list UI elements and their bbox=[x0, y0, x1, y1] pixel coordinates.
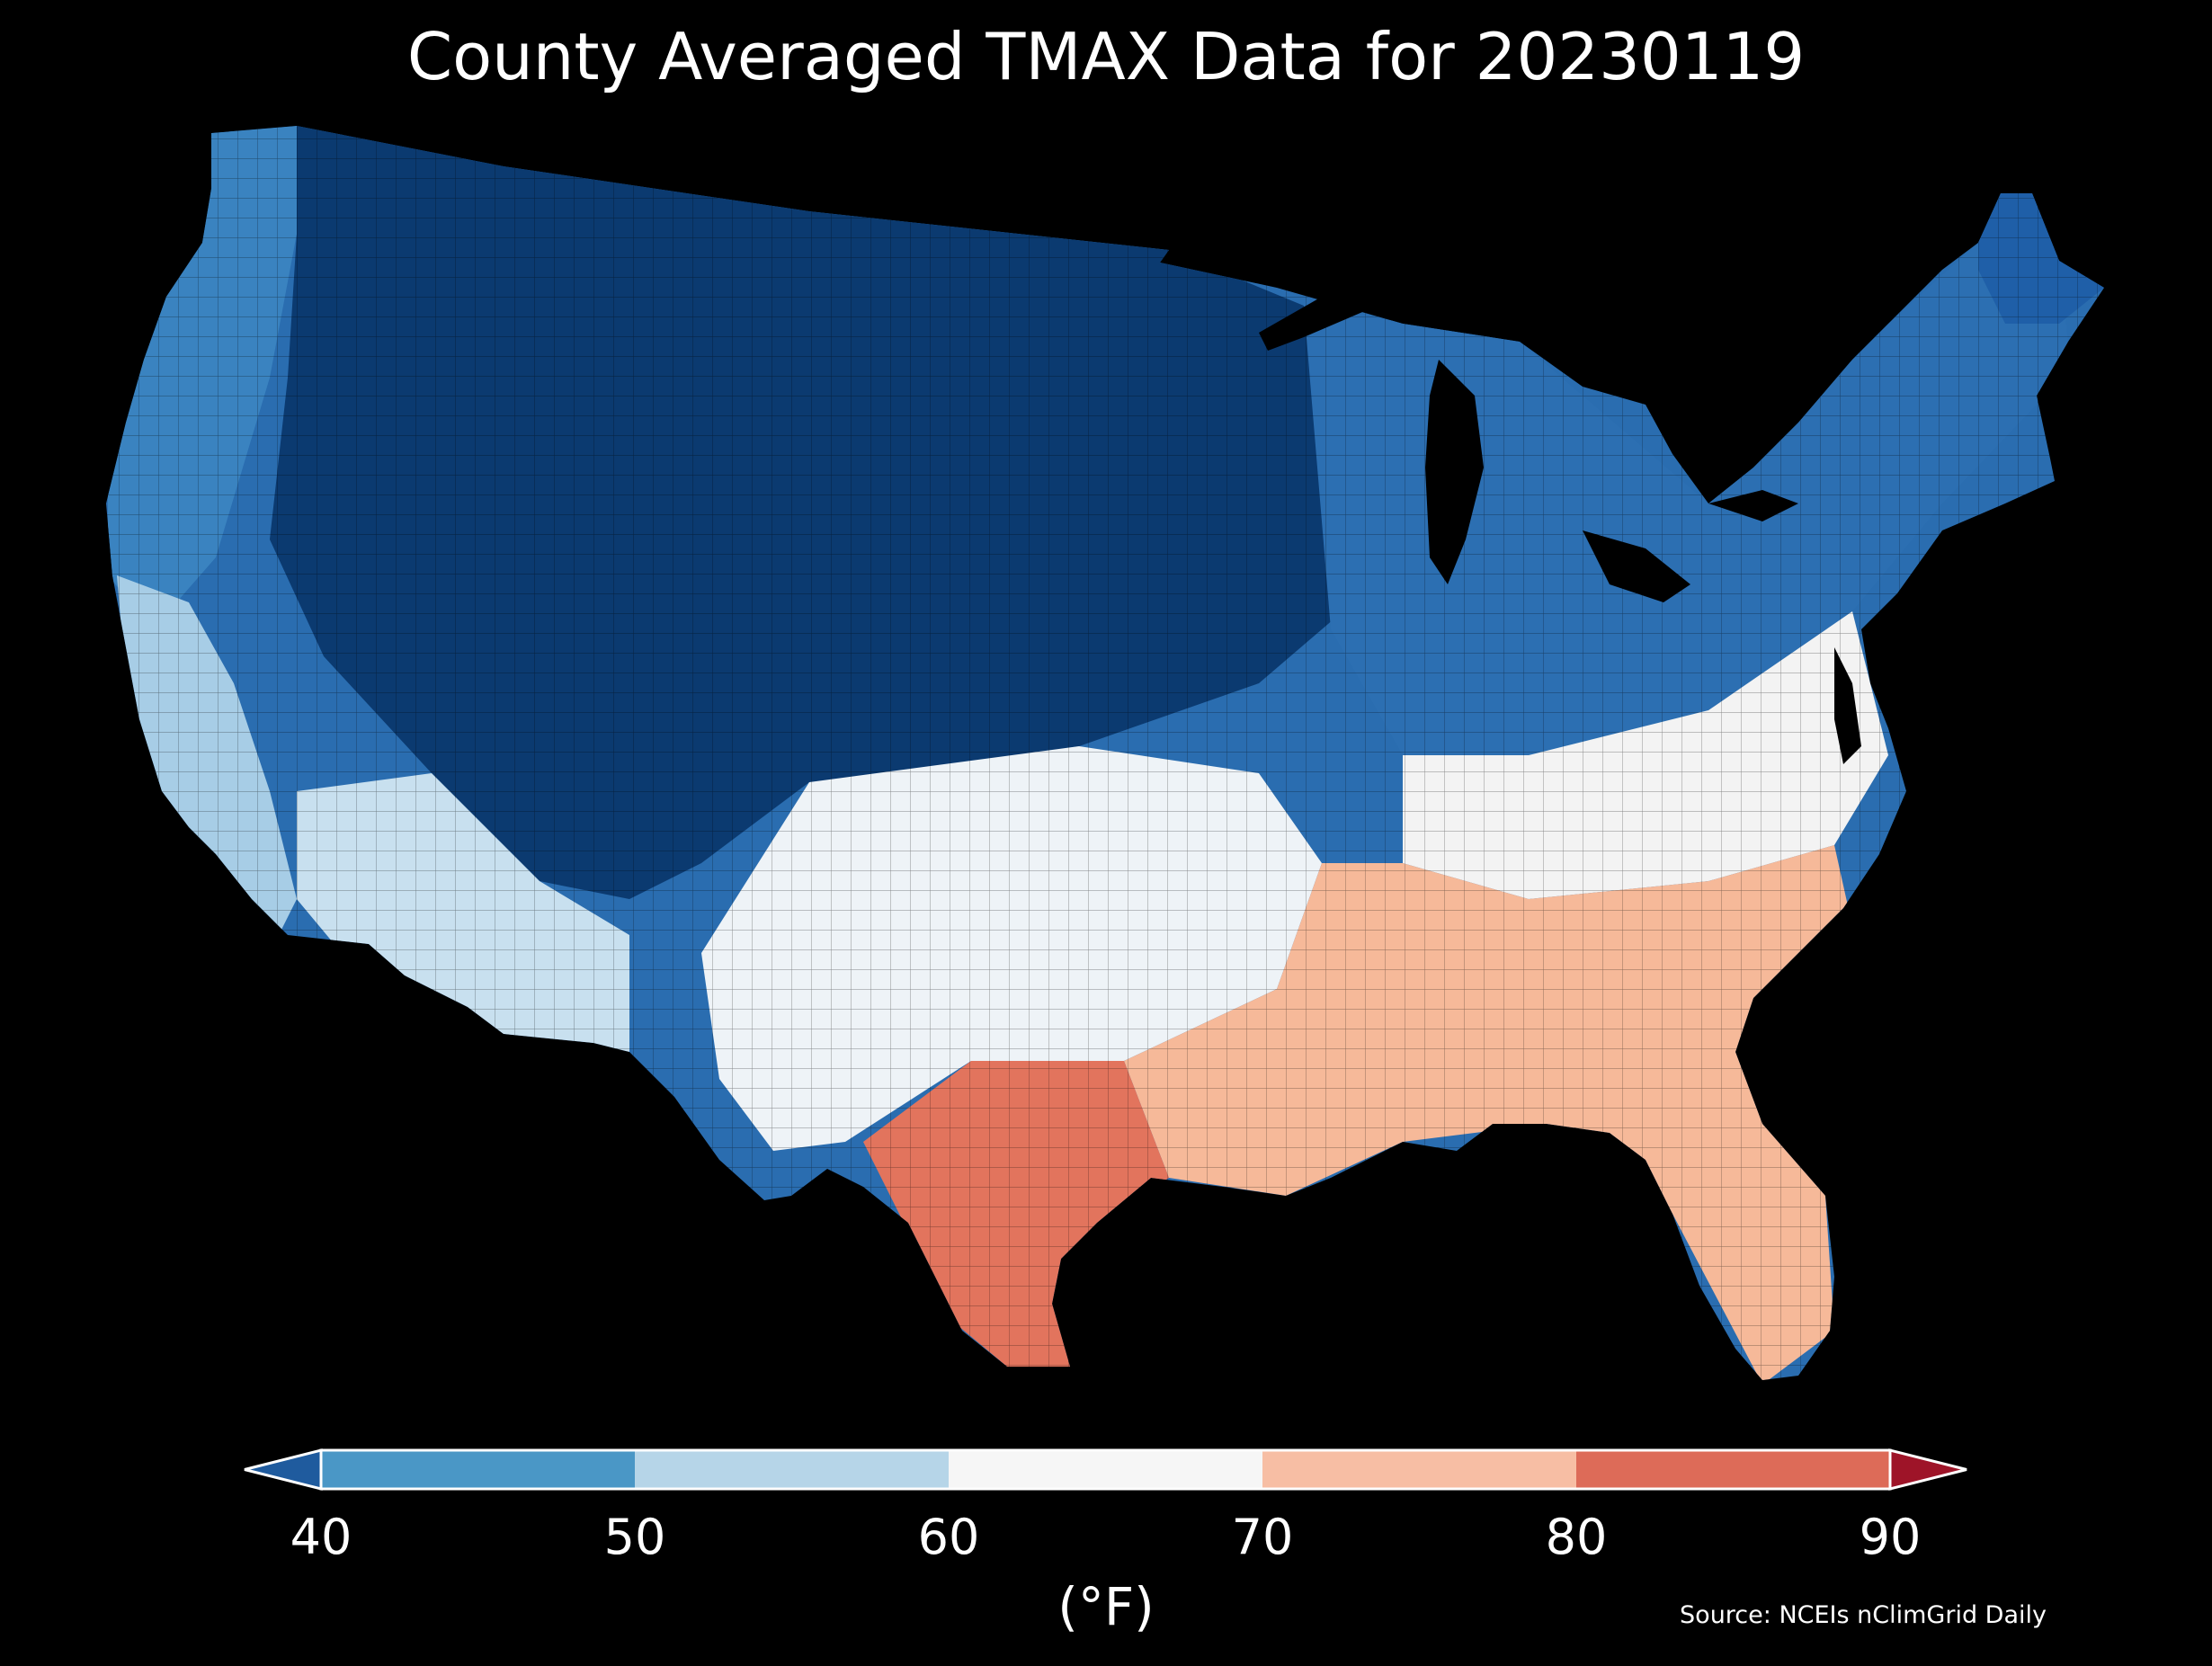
colorbar bbox=[244, 1448, 1967, 1491]
colorbar-tick: 70 bbox=[1231, 1509, 1294, 1565]
colorbar-bin bbox=[635, 1450, 949, 1489]
colorbar-extend-low bbox=[244, 1448, 323, 1491]
colorbar-extend-high bbox=[1888, 1448, 1967, 1491]
colorbar-tick: 40 bbox=[290, 1509, 352, 1565]
chesapeake-bay bbox=[1834, 647, 1861, 764]
colorbar-frame bbox=[319, 1448, 1892, 1491]
colorbar-tick: 50 bbox=[603, 1509, 666, 1565]
lake-erie bbox=[1583, 530, 1690, 602]
colorbar-tick: 60 bbox=[917, 1509, 980, 1565]
colorbar-bin bbox=[949, 1450, 1262, 1489]
colorbar-tick: 80 bbox=[1545, 1509, 1608, 1565]
lake-ontario bbox=[1708, 490, 1798, 521]
colorbar-tick: 90 bbox=[1859, 1509, 1922, 1565]
source-credit: Source: NCEIs nClimGrid Daily bbox=[1680, 1601, 2047, 1629]
map-title: County Averaged TMAX Data for 20230119 bbox=[406, 19, 1806, 94]
lake-michigan bbox=[1425, 360, 1484, 584]
lake-superior bbox=[1259, 283, 1394, 351]
colorbar-bin bbox=[1262, 1450, 1576, 1489]
colorbar-unit-label: (°F) bbox=[1057, 1576, 1155, 1637]
colorbar-bin bbox=[321, 1450, 635, 1489]
colorbar-bin bbox=[1576, 1450, 1890, 1489]
